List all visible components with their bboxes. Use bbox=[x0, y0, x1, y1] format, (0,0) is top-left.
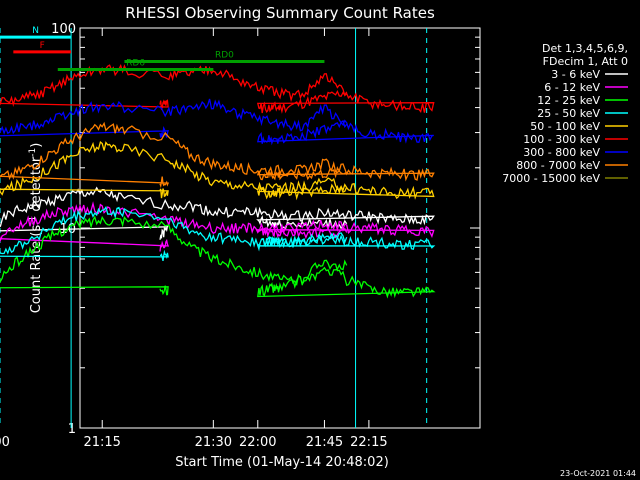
y-tick-label-2: 100 bbox=[51, 22, 76, 37]
legend-entry-5: 100 - 300 keV bbox=[523, 133, 600, 146]
x-tick-label-4: 22:00 bbox=[239, 435, 276, 450]
series-line-7 bbox=[0, 121, 435, 189]
annotation-label-1: F bbox=[40, 41, 45, 51]
x-axis-label: Start Time (01-May-14 20:48:02) bbox=[175, 455, 389, 470]
annotation-label-3: RD6 bbox=[126, 59, 145, 69]
legend: Det 1,3,4,5,6,9, FDecim 1, Att 0 3 - 6 k… bbox=[502, 42, 628, 185]
x-tick-label-2: 21:30 bbox=[195, 435, 232, 450]
y-axis-label-sup2: -1 bbox=[28, 148, 38, 157]
x-tick-label-1: 21:15 bbox=[83, 435, 120, 450]
legend-entry-0: 3 - 6 keV bbox=[551, 68, 600, 81]
series-line-2 bbox=[0, 215, 436, 299]
legend-header-line1: Det 1,3,4,5,6,9, bbox=[542, 42, 628, 55]
y-axis-label-main: Count Rate (s bbox=[29, 225, 44, 314]
chart-title: RHESSI Observing Summary Count Rates bbox=[125, 4, 435, 22]
x-tick-label-0: 21:00 bbox=[0, 435, 10, 450]
legend-header-line2: FDecim 1, Att 0 bbox=[543, 55, 628, 68]
series-line-5 bbox=[0, 64, 435, 114]
series-line-4 bbox=[0, 140, 435, 201]
series-line-0 bbox=[0, 186, 435, 240]
legend-entry-6: 300 - 800 keV bbox=[523, 146, 600, 159]
series-line-1 bbox=[0, 201, 435, 252]
x-tick-label-3: 21:45 bbox=[306, 435, 343, 450]
annotation-label-2: RD0 bbox=[215, 50, 234, 60]
legend-entry-7: 800 - 7000 keV bbox=[516, 159, 600, 172]
legend-entry-1: 6 - 12 keV bbox=[544, 81, 600, 94]
x-tick-label-5: 22:15 bbox=[350, 435, 387, 450]
series-line-3 bbox=[0, 205, 436, 262]
legend-entry-2: 12 - 25 keV bbox=[537, 94, 600, 107]
series-line-6 bbox=[0, 98, 434, 146]
legend-entry-8: 7000 - 15000 keV bbox=[502, 172, 600, 185]
y-tick-label-0: 1 bbox=[68, 422, 76, 437]
y-axis-label-close: ) bbox=[29, 143, 44, 148]
legend-entry-4: 50 - 100 keV bbox=[530, 120, 600, 133]
annotation-label-0: N bbox=[32, 26, 39, 36]
annotations: NF RD0 RD6 bbox=[0, 26, 325, 72]
legend-entry-3: 25 - 50 keV bbox=[537, 107, 600, 120]
x-ticks: 21:00 21:15 21:30 21:45 22:00 22:15 bbox=[0, 28, 388, 450]
series-lines bbox=[0, 64, 436, 299]
footer-timestamp: 23-Oct-2021 01:44 bbox=[560, 469, 636, 478]
